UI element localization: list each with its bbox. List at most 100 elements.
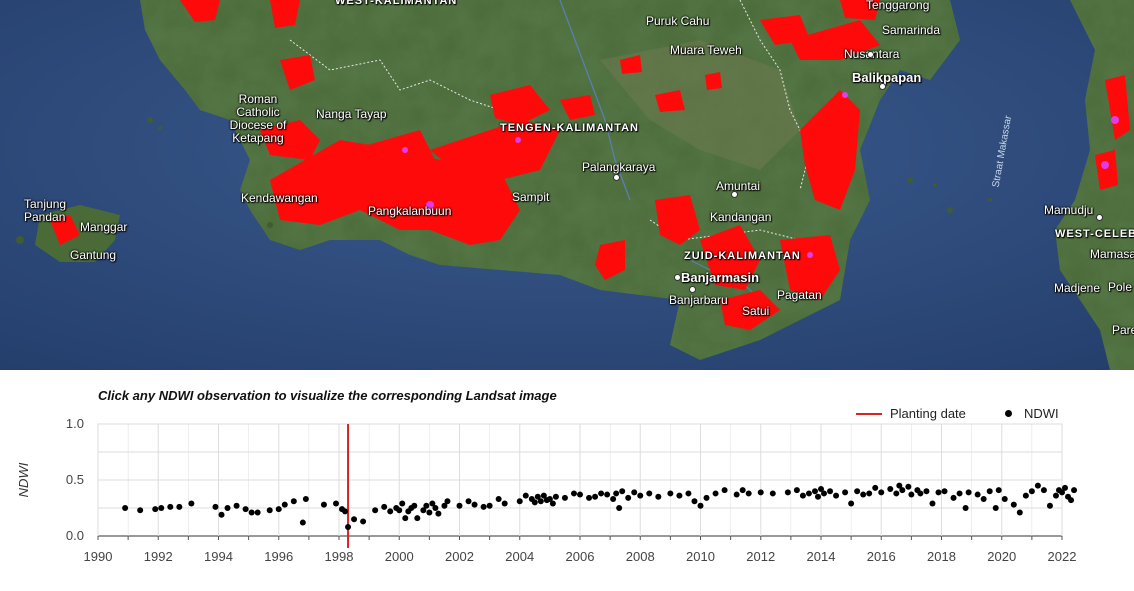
ndwi-point[interactable] — [152, 506, 159, 513]
ndwi-point[interactable] — [818, 485, 824, 492]
ndwi-point[interactable] — [974, 491, 981, 498]
ndwi-point[interactable] — [167, 503, 174, 510]
ndwi-point[interactable] — [923, 488, 930, 495]
ndwi-point[interactable] — [691, 498, 698, 505]
ndwi-point[interactable] — [495, 496, 502, 503]
ndwi-point[interactable] — [769, 490, 776, 497]
ndwi-point[interactable] — [784, 489, 791, 496]
ndwi-point[interactable] — [429, 500, 436, 507]
ndwi-point[interactable] — [399, 500, 406, 507]
ndwi-point[interactable] — [1001, 496, 1008, 503]
ndwi-point[interactable] — [799, 492, 806, 499]
ndwi-point[interactable] — [854, 488, 861, 495]
ndwi-point[interactable] — [411, 502, 418, 509]
ndwi-point[interactable] — [577, 491, 583, 498]
ndwi-point[interactable] — [465, 498, 472, 505]
ndwi-point[interactable] — [137, 507, 144, 514]
ndwi-point[interactable] — [929, 500, 936, 507]
ndwi-point[interactable] — [905, 483, 912, 490]
ndwi-point[interactable] — [1028, 488, 1035, 495]
ndwi-point[interactable] — [833, 492, 840, 499]
ndwi-point[interactable] — [290, 498, 297, 505]
ndwi-point[interactable] — [552, 493, 559, 500]
ndwi-point[interactable] — [332, 500, 339, 507]
ndwi-point[interactable] — [637, 492, 644, 499]
map-view[interactable]: WEST-KALIMANTAN Puruk Cahu Tenggarong Sa… — [0, 0, 1134, 370]
ndwi-point[interactable] — [893, 490, 900, 497]
ndwi-point[interactable] — [432, 505, 439, 511]
ndwi-point[interactable] — [342, 508, 349, 515]
ndwi-point[interactable] — [345, 524, 352, 531]
ndwi-point[interactable] — [522, 492, 529, 499]
ndwi-point[interactable] — [423, 502, 430, 509]
ndwi-point[interactable] — [414, 515, 421, 522]
ndwi-point[interactable] — [248, 509, 255, 516]
ndwi-point[interactable] — [712, 490, 719, 497]
ndwi-point[interactable] — [992, 505, 999, 511]
ndwi-point[interactable] — [872, 484, 879, 491]
ndwi-point[interactable] — [218, 511, 225, 518]
ndwi-point[interactable] — [1010, 501, 1017, 508]
ndwi-point[interactable] — [242, 506, 249, 513]
ndwi-point[interactable] — [848, 500, 855, 507]
ndwi-point[interactable] — [188, 500, 195, 507]
ndwi-point[interactable] — [908, 491, 915, 498]
ndwi-point[interactable] — [1046, 502, 1053, 509]
ndwi-point[interactable] — [549, 500, 556, 507]
ndwi-point[interactable] — [842, 489, 849, 496]
ndwi-point[interactable] — [793, 487, 800, 494]
ndwi-point[interactable] — [980, 496, 987, 503]
ndwi-point[interactable] — [372, 507, 379, 514]
ndwi-point[interactable] — [158, 505, 165, 511]
ndwi-point[interactable] — [1034, 482, 1041, 489]
ndwi-point[interactable] — [733, 491, 740, 498]
ndwi-point[interactable] — [1071, 487, 1078, 494]
ndwi-point[interactable] — [281, 501, 288, 508]
ndwi-point[interactable] — [540, 492, 547, 499]
ndwi-point[interactable] — [616, 505, 623, 511]
ndwi-point[interactable] — [917, 490, 924, 497]
ndwi-point[interactable] — [613, 490, 620, 497]
ndwi-point[interactable] — [254, 509, 261, 516]
ndwi-point[interactable] — [995, 487, 1002, 494]
ndwi-point[interactable] — [396, 507, 403, 514]
ndwi-point[interactable] — [501, 500, 508, 507]
ndwi-point[interactable] — [302, 496, 309, 503]
ndwi-point[interactable] — [586, 494, 593, 501]
ndwi-point[interactable] — [610, 496, 617, 503]
ndwi-point[interactable] — [827, 488, 834, 495]
ndwi-point[interactable] — [950, 494, 957, 501]
ndwi-point[interactable] — [299, 519, 306, 526]
ndwi-point[interactable] — [381, 503, 388, 510]
ndwi-point[interactable] — [811, 488, 818, 495]
ndwi-point[interactable] — [821, 490, 828, 497]
ndwi-point[interactable] — [646, 490, 653, 497]
ndwi-point[interactable] — [1040, 487, 1047, 494]
ndwi-point[interactable] — [561, 494, 568, 501]
ndwi-point[interactable] — [962, 505, 969, 511]
ndwi-point[interactable] — [546, 496, 553, 503]
ndwi-point[interactable] — [592, 493, 599, 500]
ndwi-point[interactable] — [1022, 492, 1029, 499]
ndwi-point[interactable] — [176, 503, 183, 510]
ndwi-point[interactable] — [697, 502, 704, 509]
ndwi-point[interactable] — [1059, 489, 1065, 496]
ndwi-point[interactable] — [1062, 484, 1069, 491]
ndwi-point[interactable] — [866, 490, 873, 497]
ndwi-point[interactable] — [745, 490, 752, 497]
ndwi-point[interactable] — [420, 507, 427, 514]
ndwi-point[interactable] — [619, 488, 626, 495]
ndwi-point[interactable] — [531, 499, 538, 506]
ndwi-point[interactable] — [757, 489, 764, 496]
ndwi-point[interactable] — [320, 501, 327, 508]
ndwi-point[interactable] — [275, 506, 282, 513]
ndwi-point[interactable] — [814, 493, 821, 500]
ndwi-point[interactable] — [604, 491, 611, 498]
ndwi-point[interactable] — [435, 510, 442, 517]
ndwi-point[interactable] — [402, 515, 409, 522]
ndwi-point[interactable] — [986, 488, 993, 495]
ndwi-point[interactable] — [516, 498, 523, 505]
ndwi-point[interactable] — [598, 490, 605, 497]
ndwi-point[interactable] — [860, 491, 867, 498]
ndwi-point[interactable] — [899, 487, 906, 494]
